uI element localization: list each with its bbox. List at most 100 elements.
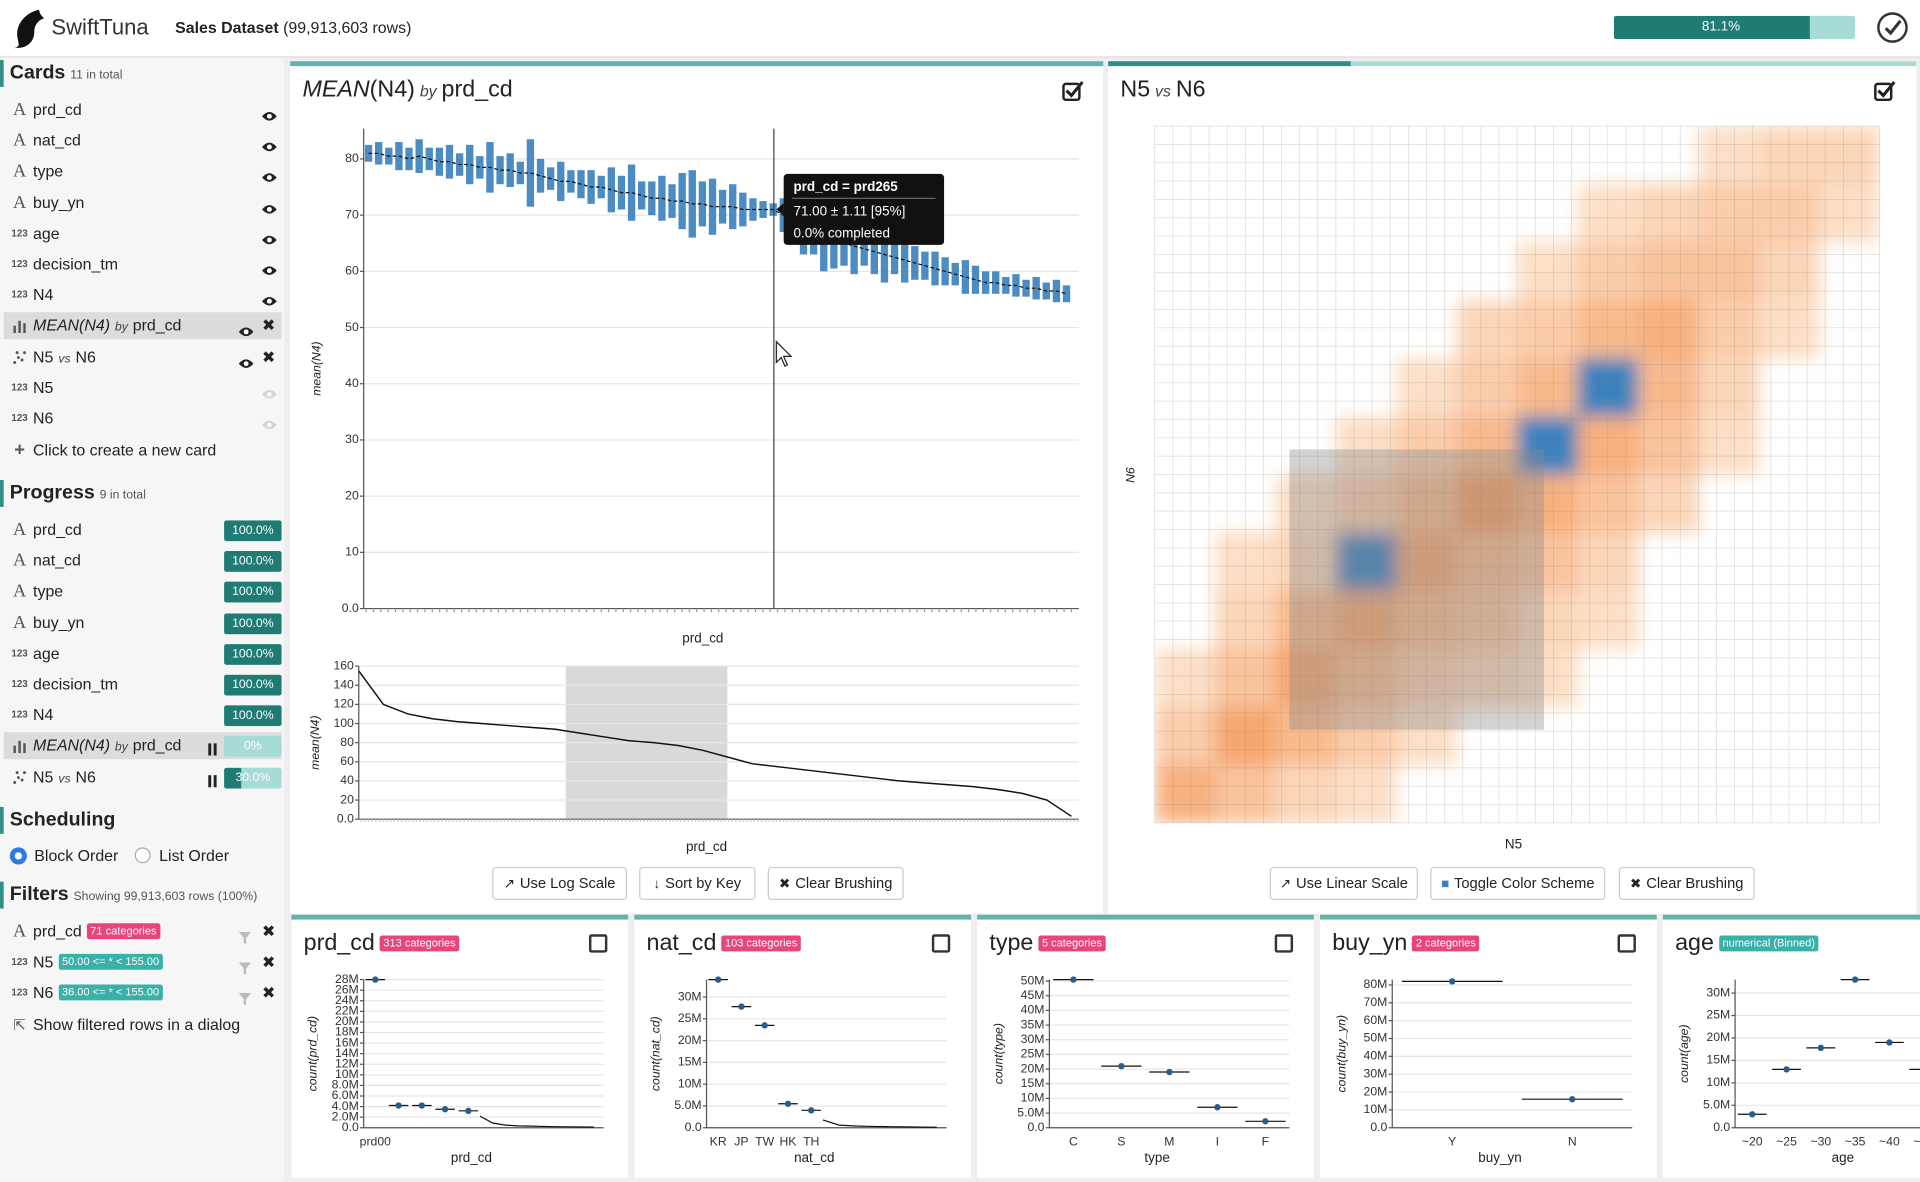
visibility[interactable] xyxy=(261,258,278,285)
pause-bar xyxy=(213,743,217,756)
sidebar-row[interactable]: 123 N4 xyxy=(4,702,282,729)
visibility[interactable] xyxy=(261,197,278,224)
visibility[interactable] xyxy=(238,351,255,378)
row-label: prd_cd xyxy=(33,517,82,544)
progress-badge: 100.0% xyxy=(224,612,282,634)
panel-title: N5 vs N6 xyxy=(1120,77,1205,104)
visibility[interactable] xyxy=(261,413,278,440)
row-label: age xyxy=(33,220,60,247)
row-label: type xyxy=(33,578,63,605)
eye-icon[interactable] xyxy=(238,326,255,338)
label-part: prd_cd xyxy=(132,316,182,335)
visibility[interactable] xyxy=(261,382,278,409)
eye-pupil xyxy=(243,360,249,366)
row-label: N4 xyxy=(33,702,53,729)
eye-icon[interactable] xyxy=(261,141,278,153)
eye-icon[interactable] xyxy=(261,419,278,431)
button[interactable]: ↓ Sort by Key xyxy=(639,866,756,901)
dataset: Sales Dataset (99,913,603 rows) xyxy=(175,18,411,36)
type-icon: A xyxy=(12,922,27,942)
pause-icon[interactable] xyxy=(208,740,217,756)
icon-dot xyxy=(13,780,17,784)
section-name: Filters xyxy=(9,884,69,905)
button[interactable]: ■ Toggle Color Scheme xyxy=(1430,866,1606,901)
eye-icon[interactable] xyxy=(261,295,278,307)
eye-icon[interactable] xyxy=(238,357,255,369)
label-part: nat_cd xyxy=(33,131,81,150)
visibility[interactable] xyxy=(261,104,278,131)
eye-icon[interactable] xyxy=(261,234,278,246)
visibility[interactable] xyxy=(261,228,278,255)
scatter-icon xyxy=(13,350,26,364)
sidebar-row[interactable]: 123 decision_tm xyxy=(4,671,282,698)
section-bar xyxy=(0,480,4,507)
show-rows[interactable]: ⇱ Show filtered rows in a dialog xyxy=(4,1011,282,1038)
eye-icon[interactable] xyxy=(261,388,278,400)
remove-icon[interactable]: ✖ xyxy=(262,952,276,972)
progress-label: 100.0% xyxy=(232,678,274,692)
sidebar-row[interactable]: 123 N5 50.00 <= * < 155.00 ✖ xyxy=(4,949,282,976)
sidebar-row[interactable]: 123 age xyxy=(4,220,282,247)
radio[interactable] xyxy=(9,847,27,865)
sidebar-row[interactable]: 123 decision_tm xyxy=(4,251,282,278)
sidebar-row[interactable]: 123 N5 xyxy=(4,374,282,401)
card-checkbox[interactable] xyxy=(1617,934,1636,953)
radio-label[interactable]: List Order xyxy=(159,846,230,865)
icon-dot xyxy=(13,360,17,364)
button[interactable]: ↗ Use Log Scale xyxy=(492,866,627,901)
button[interactable]: ✖ Clear Brushing xyxy=(1618,866,1755,901)
remove-icon[interactable]: ✖ xyxy=(262,347,276,366)
radio[interactable] xyxy=(134,847,151,864)
visibility[interactable] xyxy=(238,320,255,347)
panel-check[interactable] xyxy=(1873,80,1896,108)
row-label: decision_tm xyxy=(33,671,118,698)
eye-icon[interactable] xyxy=(261,110,278,122)
filter-icon[interactable] xyxy=(238,926,252,953)
new-card[interactable]: + Click to create a new card xyxy=(4,437,282,464)
eye-pupil xyxy=(266,422,272,428)
remove-icon[interactable]: ✖ xyxy=(262,316,276,335)
visibility[interactable] xyxy=(261,166,278,193)
done-icon[interactable] xyxy=(1876,11,1909,44)
remove-icon[interactable]: ✖ xyxy=(262,983,276,1003)
sidebar-row[interactable]: MEAN(N4) by prd_cd ✖ xyxy=(3,312,282,340)
eye-icon[interactable] xyxy=(261,264,278,276)
remove-icon[interactable]: ✖ xyxy=(262,922,276,941)
sidebar-row[interactable]: N5 vs N6 xyxy=(4,764,282,791)
filter-icon[interactable] xyxy=(238,957,252,984)
sidebar-row[interactable]: 123 N6 xyxy=(4,405,282,432)
card-checkbox[interactable] xyxy=(931,934,951,953)
eye-shape xyxy=(262,420,277,430)
sidebar-row[interactable]: 123 N6 36.00 <= * < 155.00 ✖ xyxy=(4,980,282,1007)
check-mark xyxy=(1877,81,1896,98)
sidebar-row[interactable]: 123 age xyxy=(4,640,282,667)
sidebar-row[interactable]: 123 N4 xyxy=(4,282,282,309)
card-checkbox[interactable] xyxy=(1274,934,1294,953)
radio-label[interactable]: Block Order xyxy=(34,846,119,865)
eye-pupil xyxy=(266,113,272,119)
button[interactable]: ✖ Clear Brushing xyxy=(767,866,904,901)
panel-check[interactable] xyxy=(1062,80,1084,108)
filter-icon[interactable] xyxy=(238,987,252,1014)
pause-icon[interactable] xyxy=(208,771,217,787)
visibility[interactable] xyxy=(261,135,278,162)
eye-icon[interactable] xyxy=(261,172,278,184)
progress-badge: 100.0% xyxy=(224,520,282,542)
eye-pupil xyxy=(266,237,272,243)
funnel xyxy=(238,993,252,1006)
type-icon: 123 xyxy=(11,709,28,721)
eye-icon[interactable] xyxy=(261,203,278,215)
sidebar-row[interactable]: N5 vs N6 ✖ xyxy=(4,344,282,371)
button[interactable]: ↗ Use Linear Scale xyxy=(1269,866,1418,901)
card-checkbox[interactable] xyxy=(588,934,608,953)
visibility[interactable] xyxy=(261,289,278,316)
